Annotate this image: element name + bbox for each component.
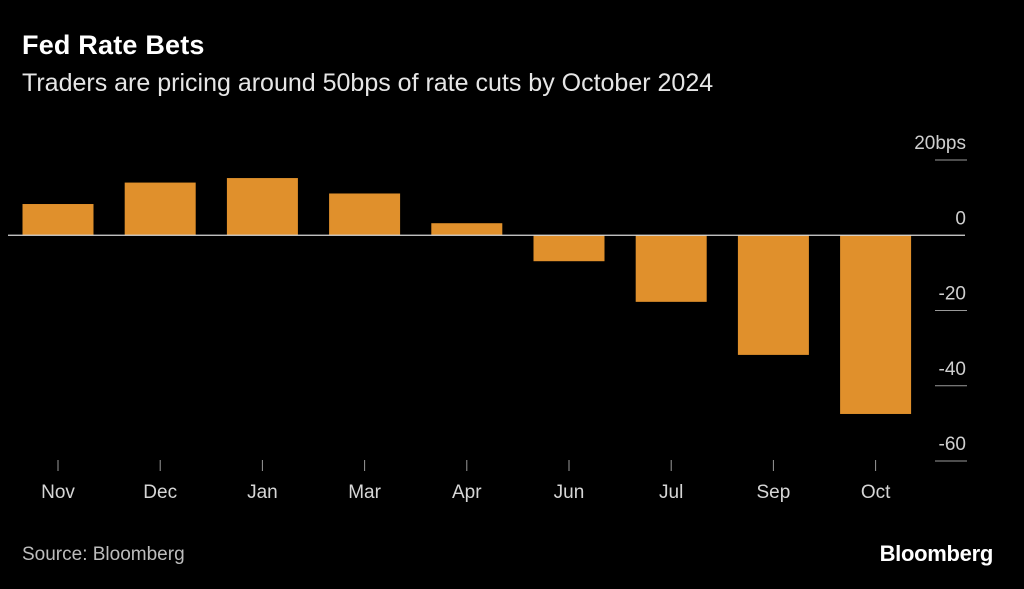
- chart-title: Fed Rate Bets: [22, 30, 205, 60]
- y-tick-label: 20bps: [914, 133, 966, 154]
- chart-subtitle: Traders are pricing around 50bps of rate…: [22, 69, 714, 97]
- bar-sep: [737, 235, 809, 355]
- bar-jan: [226, 178, 298, 236]
- bar-apr: [431, 223, 503, 236]
- x-tick-label: Apr: [452, 482, 482, 503]
- x-tick-label: Dec: [143, 482, 177, 503]
- bar-mar: [329, 193, 401, 236]
- x-tick-label: Mar: [348, 482, 381, 503]
- bloomberg-logo: Bloomberg: [879, 541, 994, 566]
- bar-nov: [22, 204, 94, 236]
- bar-jul: [635, 235, 707, 302]
- x-tick-label: Nov: [41, 482, 75, 503]
- x-tick-label: Jan: [247, 482, 278, 503]
- x-tick-label: Jun: [554, 482, 585, 503]
- x-tick-label: Oct: [861, 482, 891, 503]
- bar-oct: [840, 235, 912, 414]
- x-tick-label: Jul: [659, 482, 683, 503]
- y-tick-label: -20: [939, 284, 966, 305]
- y-tick-label: -40: [939, 359, 966, 380]
- x-tick-label: Sep: [756, 482, 790, 503]
- source-note: Source: Bloomberg: [22, 544, 185, 565]
- bar-jun: [533, 235, 605, 262]
- y-tick-label: -60: [939, 434, 966, 455]
- y-tick-label: 0: [955, 208, 966, 229]
- bar-dec: [124, 182, 196, 236]
